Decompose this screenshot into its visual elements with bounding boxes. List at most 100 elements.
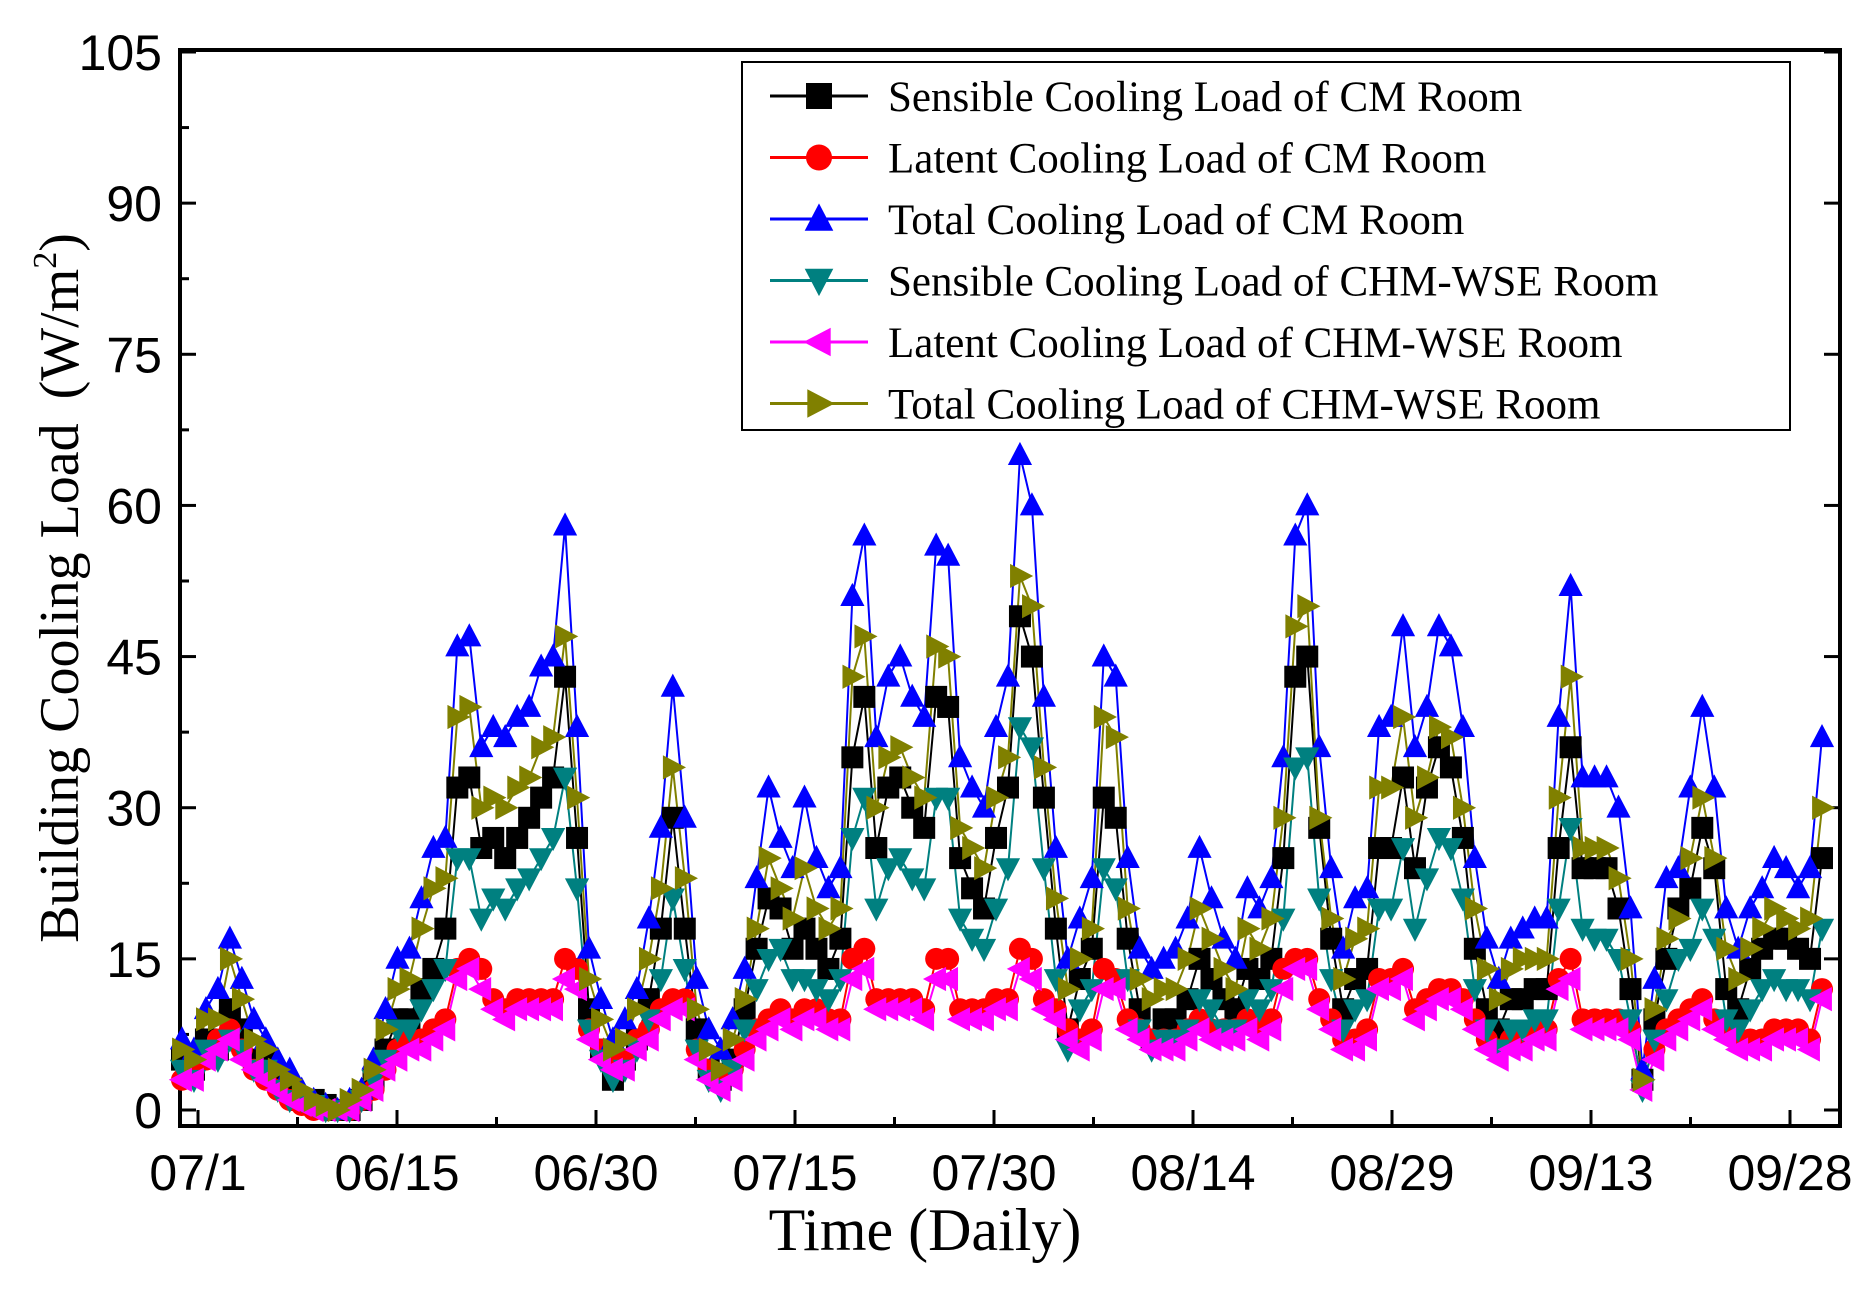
data-point	[1461, 1017, 1485, 1042]
data-point	[1117, 896, 1141, 921]
data-point	[1510, 1019, 1535, 1043]
data-point	[255, 1037, 279, 1062]
data-point	[543, 725, 567, 750]
data-point	[902, 765, 926, 790]
data-point	[1126, 1027, 1150, 1052]
data-point	[998, 745, 1022, 770]
data-point	[1007, 441, 1033, 465]
data-point	[1273, 805, 1297, 830]
x-tick-label: 09/13	[1528, 1145, 1653, 1201]
data-point	[888, 848, 913, 872]
data-point	[995, 858, 1021, 882]
data-point	[480, 997, 504, 1022]
data-point	[1618, 1009, 1643, 1033]
data-point	[494, 847, 517, 870]
data-point	[1054, 1027, 1078, 1052]
data-point	[743, 1027, 767, 1052]
data-point	[1691, 816, 1714, 839]
data-point	[865, 837, 888, 860]
data-point	[1282, 956, 1306, 982]
data-point	[1210, 1027, 1234, 1052]
y-tick-label: 45	[106, 630, 162, 686]
data-point	[421, 979, 446, 1003]
data-point	[1237, 916, 1261, 941]
data-point	[1199, 885, 1224, 909]
data-point	[1799, 947, 1822, 970]
data-point	[1296, 645, 1319, 668]
data-point	[519, 765, 543, 790]
data-point	[240, 1057, 264, 1082]
data-point	[1103, 878, 1128, 902]
data-point	[914, 785, 938, 810]
data-point	[1355, 875, 1380, 899]
data-point	[1545, 976, 1569, 1002]
data-point	[1295, 747, 1320, 771]
data-point	[612, 1006, 638, 1030]
legend-label: Sensible Cooling Load of CM Room	[888, 74, 1522, 121]
data-point	[564, 713, 590, 738]
data-point	[853, 685, 876, 708]
data-point	[1546, 898, 1571, 922]
data-point	[1665, 1017, 1689, 1042]
data-point	[962, 835, 986, 861]
data-point	[1690, 898, 1715, 922]
data-point	[1450, 713, 1475, 738]
data-point	[1042, 1007, 1066, 1032]
data-point	[481, 713, 506, 738]
data-point	[623, 1037, 647, 1062]
data-point	[1704, 845, 1728, 871]
data-point	[779, 1017, 803, 1042]
data-point	[876, 663, 901, 687]
data-point	[217, 925, 242, 949]
data-point	[1714, 1009, 1739, 1033]
data-point	[768, 938, 793, 962]
data-point	[1031, 858, 1056, 882]
data-point	[974, 856, 998, 881]
data-point	[1521, 1027, 1545, 1052]
y-axis-title-sup: 2	[27, 252, 64, 269]
legend-label: Total Cooling Load of CM Room	[888, 197, 1464, 244]
data-point	[792, 784, 817, 808]
data-point	[1641, 1047, 1665, 1072]
data-point	[1187, 834, 1212, 858]
data-point	[397, 935, 422, 959]
data-point	[686, 997, 710, 1022]
data-point	[1812, 795, 1836, 820]
data-point	[936, 787, 961, 811]
data-point	[1401, 1007, 1425, 1032]
data-point	[1345, 926, 1369, 951]
data-point	[1317, 1017, 1342, 1042]
data-point	[1366, 713, 1392, 738]
data-point	[483, 785, 507, 810]
data-point	[1187, 989, 1212, 1013]
data-point	[241, 1006, 266, 1030]
data-point	[1488, 987, 1512, 1012]
data-point	[1103, 663, 1128, 687]
data-point	[937, 947, 960, 970]
data-point	[1584, 835, 1608, 861]
data-point	[816, 989, 841, 1013]
data-point	[1402, 734, 1428, 758]
data-point	[1020, 645, 1043, 668]
y-tick-label: 0	[134, 1083, 162, 1139]
data-point	[828, 969, 853, 993]
data-point	[1222, 1027, 1246, 1052]
data-point	[1654, 989, 1679, 1013]
data-point	[1307, 888, 1332, 912]
data-point	[1402, 918, 1428, 942]
data-point	[469, 734, 494, 758]
data-point	[433, 959, 458, 983]
data-point	[1534, 905, 1559, 929]
data-point	[291, 1077, 315, 1102]
data-point	[1211, 925, 1236, 949]
data-point	[782, 906, 806, 931]
data-point	[986, 785, 1010, 810]
data-point	[803, 1007, 827, 1032]
data-point	[794, 856, 818, 881]
data-point	[1177, 946, 1201, 971]
data-point	[756, 774, 781, 798]
data-point	[1438, 838, 1464, 862]
data-point	[1357, 916, 1381, 941]
data-point	[755, 1017, 779, 1042]
